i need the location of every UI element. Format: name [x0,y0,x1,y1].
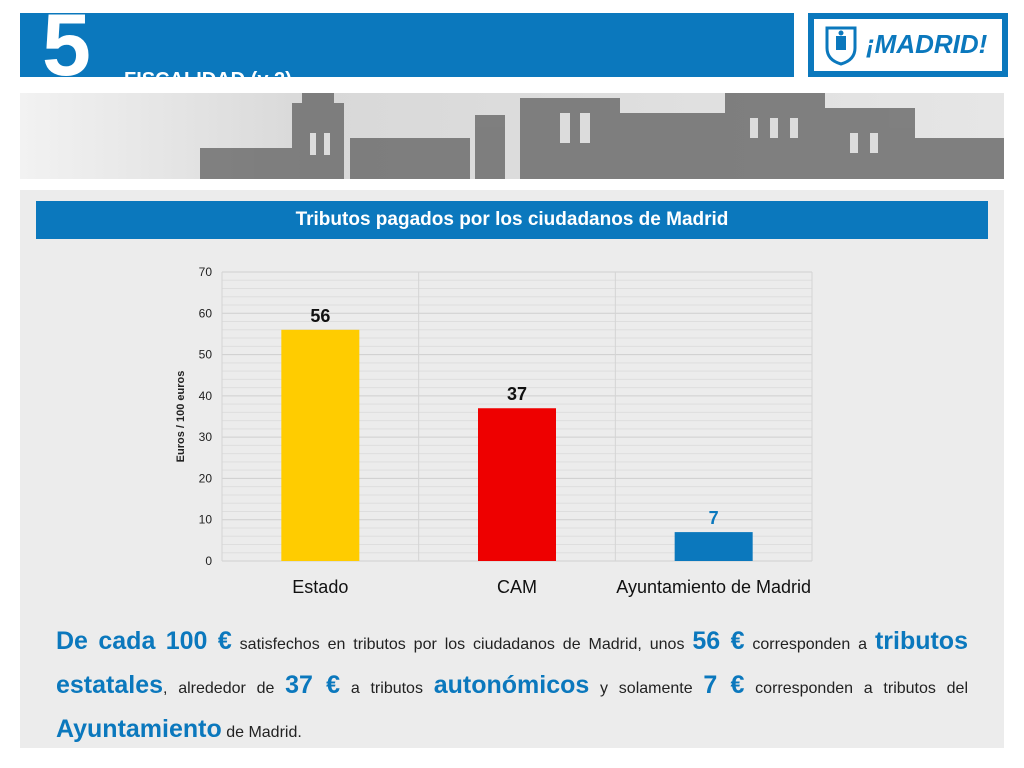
summary-part: De cada 100 € [56,627,232,655]
y-tick-label: 0 [205,554,212,568]
y-tick-label: 70 [199,265,213,279]
summary-part: corresponden a tributos del [744,679,968,697]
summary-part: y solamente [589,679,704,697]
y-tick-label: 20 [199,471,213,485]
y-tick-label: 60 [199,306,213,320]
summary-part: autonómicos [433,670,590,699]
bar [281,329,360,561]
summary-part: , alrededor de [163,679,286,697]
summary-part: Ayuntamiento [56,714,222,743]
summary-part: de Madrid. [221,723,302,741]
data-label: 37 [507,384,527,404]
chart-title-bar: Tributos pagados por los ciudadanos de M… [36,201,988,239]
bar [674,532,753,561]
summary-part: tributos estatales [56,627,968,699]
y-tick-label: 50 [199,348,213,362]
building-silhouette [20,93,1004,179]
summary-part: 7 € [703,670,745,699]
section-number: 5 [42,0,91,94]
header-bar: 5 FISCALIDAD (y 2) [20,1,794,91]
x-category-label: CAM [497,577,537,597]
building-banner [20,93,1004,179]
logo-panel: ¡MADRID! [814,19,1002,71]
madrid-coat-of-arms-icon [825,26,857,66]
summary-part: a tributos [340,679,434,697]
summary-part: corresponden a [744,636,875,653]
y-tick-label: 30 [199,430,213,444]
x-category-label: Estado [292,577,348,597]
summary-part: 56 € [692,627,745,655]
y-axis-label: Euros / 100 euros [175,371,187,463]
data-label: 56 [310,306,330,326]
x-category-label: Ayuntamiento de Madrid [616,577,811,597]
y-tick-label: 40 [199,389,213,403]
data-label: 7 [709,508,719,528]
section-title: FISCALIDAD (y 2) [124,69,292,91]
summary-text: De cada 100 € satisfechos en tributos po… [56,620,968,751]
logo-text: ¡MADRID! [866,29,988,59]
bar [478,408,556,561]
chart-title: Tributos pagados por los ciudadanos de M… [295,209,729,230]
summary-part: satisfechos en tributos por los ciudadan… [231,636,693,653]
y-tick-label: 10 [199,513,213,527]
summary-part: 37 € [285,670,341,699]
madrid-logo: ¡MADRID! [808,13,1008,77]
